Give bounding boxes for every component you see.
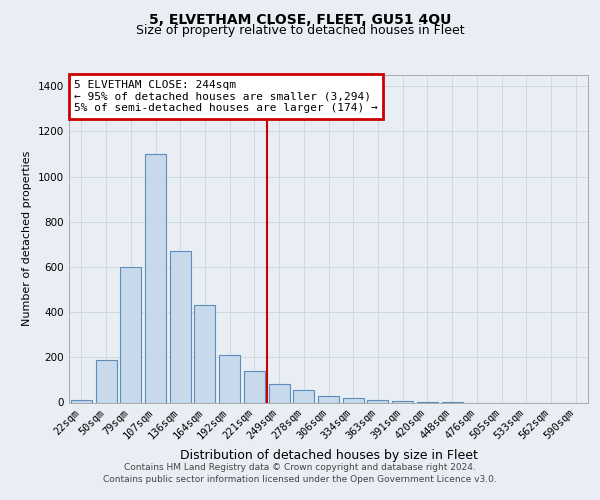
Bar	[269, 384, 290, 402]
Text: 5, ELVETHAM CLOSE, FLEET, GU51 4QU: 5, ELVETHAM CLOSE, FLEET, GU51 4QU	[149, 12, 451, 26]
Bar	[145, 154, 166, 402]
Bar	[71, 400, 92, 402]
Bar	[219, 355, 240, 403]
Y-axis label: Number of detached properties: Number of detached properties	[22, 151, 32, 326]
Text: Contains HM Land Registry data © Crown copyright and database right 2024.: Contains HM Land Registry data © Crown c…	[124, 462, 476, 471]
Bar	[244, 371, 265, 402]
Bar	[293, 390, 314, 402]
Text: Contains public sector information licensed under the Open Government Licence v3: Contains public sector information licen…	[103, 475, 497, 484]
Bar	[170, 251, 191, 402]
Bar	[367, 400, 388, 402]
Bar	[95, 360, 116, 403]
Bar	[318, 396, 339, 402]
X-axis label: Distribution of detached houses by size in Fleet: Distribution of detached houses by size …	[179, 450, 478, 462]
Text: Size of property relative to detached houses in Fleet: Size of property relative to detached ho…	[136, 24, 464, 37]
Bar	[194, 306, 215, 402]
Text: 5 ELVETHAM CLOSE: 244sqm
← 95% of detached houses are smaller (3,294)
5% of semi: 5 ELVETHAM CLOSE: 244sqm ← 95% of detach…	[74, 80, 378, 113]
Bar	[343, 398, 364, 402]
Bar	[120, 267, 141, 402]
